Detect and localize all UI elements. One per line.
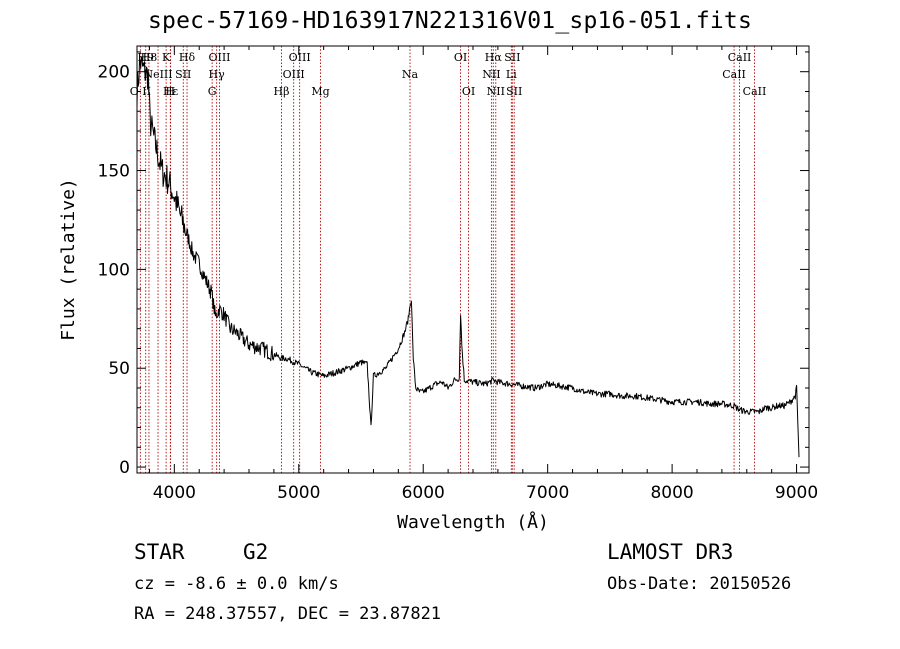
x-tick-label: 8000 bbox=[650, 483, 693, 503]
spectral-line-labels: O IIH9H8NeIIIKHHεSIIHδGHγOIIIHβOIIIOIIIM… bbox=[130, 51, 767, 98]
line-label: Hβ bbox=[274, 85, 290, 98]
line-label: OIII bbox=[283, 68, 305, 81]
line-label: OIII bbox=[289, 51, 311, 64]
x-tick-label: 7000 bbox=[526, 483, 569, 503]
line-label: H bbox=[166, 85, 176, 98]
line-label: SII bbox=[504, 51, 520, 64]
line-label: H8 bbox=[141, 51, 158, 64]
line-label: Li bbox=[506, 68, 517, 81]
survey-name: LAMOST DR3 bbox=[607, 540, 734, 564]
line-label: K bbox=[162, 51, 171, 64]
y-tick-label: 50 bbox=[108, 359, 130, 379]
coordinates: RA = 248.37557, DEC = 23.87821 bbox=[134, 604, 442, 624]
line-label: Na bbox=[402, 68, 419, 81]
line-label: Hα bbox=[485, 51, 503, 64]
line-label: CaII bbox=[743, 85, 767, 98]
x-tick-label: 9000 bbox=[775, 483, 818, 503]
line-label: NII bbox=[482, 68, 500, 81]
y-axis-ticks: 0 50 100 150 200 bbox=[98, 51, 809, 478]
line-label: OI bbox=[462, 85, 475, 98]
redshift-text: cz = -8.6 ± 0.0 km/s bbox=[134, 574, 339, 594]
line-label: Hδ bbox=[179, 51, 196, 64]
y-tick-label: 0 bbox=[119, 458, 130, 478]
line-label: OI bbox=[454, 51, 467, 64]
line-label: NII bbox=[487, 85, 505, 98]
line-label: CaII bbox=[728, 51, 752, 64]
line-label: G bbox=[208, 85, 217, 98]
obs-date: Obs-Date: 20150526 bbox=[607, 574, 792, 594]
x-axis-label: Wavelength (Å) bbox=[397, 511, 549, 533]
line-label: SII bbox=[175, 68, 191, 81]
x-axis-ticks: 4000 5000 6000 7000 8000 9000 bbox=[148, 46, 818, 503]
y-axis-label: Flux (relative) bbox=[58, 178, 79, 341]
line-label: Hε bbox=[163, 85, 179, 98]
spectral-line-markers bbox=[139, 46, 755, 473]
object-subclass: G2 bbox=[243, 540, 269, 564]
line-label: SII bbox=[506, 85, 522, 98]
line-label: Hγ bbox=[209, 68, 226, 81]
plot-frame bbox=[136, 45, 810, 474]
line-label: Mg bbox=[311, 85, 329, 98]
y-tick-label: 150 bbox=[98, 162, 130, 182]
y-tick-label: 200 bbox=[98, 63, 130, 83]
line-label: CaII bbox=[722, 68, 746, 81]
object-class: STAR bbox=[134, 540, 185, 564]
line-label: OIII bbox=[208, 51, 230, 64]
x-tick-label: 5000 bbox=[277, 483, 320, 503]
spectrum-line-0 bbox=[136, 56, 800, 458]
x-tick-label: 6000 bbox=[402, 483, 445, 503]
x-tick-label: 4000 bbox=[153, 483, 196, 503]
line-label: NeIII bbox=[143, 68, 172, 81]
y-tick-label: 100 bbox=[98, 260, 130, 280]
spectrum-series bbox=[136, 56, 800, 458]
chart-title: spec-57169-HD163917N221316V01_sp16-051.f… bbox=[147, 8, 753, 34]
